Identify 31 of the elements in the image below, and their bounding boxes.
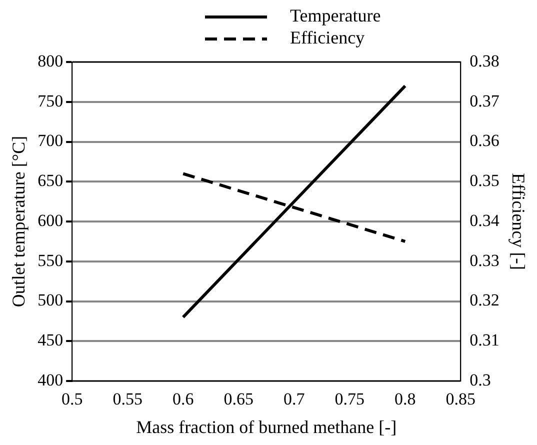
y-tick-label: 600 bbox=[38, 210, 64, 230]
y-tick-label: 650 bbox=[38, 171, 64, 190]
y2-tick-label: 0.3 bbox=[470, 370, 491, 390]
y2-tick-label: 0.33 bbox=[470, 250, 500, 270]
y2-tick-label: 0.34 bbox=[470, 210, 500, 230]
y2-tick-label: 0.37 bbox=[470, 91, 500, 110]
x-axis-title: Mass fraction of burned methane [-] bbox=[136, 416, 397, 437]
y2-tick-label: 0.31 bbox=[470, 330, 500, 350]
x-tick-label: 0.5 bbox=[61, 390, 83, 409]
y-tick-label: 550 bbox=[38, 250, 64, 270]
y2-axis-title: Efficiency [-] bbox=[508, 172, 528, 270]
legend-label: Temperature bbox=[290, 6, 381, 26]
x-tick-label: 0.85 bbox=[446, 390, 476, 409]
y-axis-title: Outlet temperature [°C] bbox=[8, 136, 29, 308]
x-tick-label: 0.65 bbox=[224, 390, 254, 409]
y-tick-label: 750 bbox=[38, 91, 64, 110]
x-tick-label: 0.75 bbox=[334, 390, 365, 409]
legend-label: Efficiency bbox=[290, 28, 365, 48]
y-tick-label: 500 bbox=[38, 290, 64, 310]
x-tick-label: 0.6 bbox=[172, 390, 194, 409]
y2-tick-label: 0.35 bbox=[470, 171, 500, 190]
x-tick-label: 0.7 bbox=[284, 390, 306, 409]
y-tick-label: 700 bbox=[38, 131, 64, 150]
y2-tick-label: 0.38 bbox=[470, 51, 500, 70]
y2-tick-label: 0.32 bbox=[470, 290, 500, 310]
x-tick-label: 0.55 bbox=[112, 390, 142, 409]
x-tick-label: 0.8 bbox=[394, 390, 416, 409]
y-tick-label: 800 bbox=[38, 51, 64, 70]
y-tick-label: 450 bbox=[38, 330, 64, 350]
y-tick-label: 400 bbox=[38, 370, 64, 390]
y2-tick-label: 0.36 bbox=[470, 131, 500, 150]
